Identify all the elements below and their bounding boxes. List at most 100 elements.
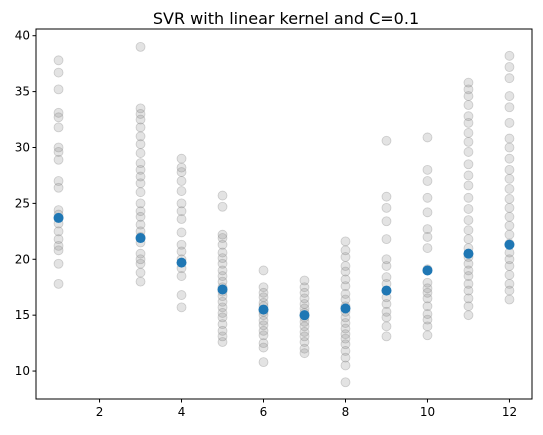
raw-data-point (299, 327, 310, 337)
raw-data-point (176, 153, 187, 164)
raw-data-point (176, 246, 187, 257)
raw-data-point (217, 233, 228, 243)
raw-data-point (53, 112, 64, 123)
raw-data-point (422, 314, 433, 325)
raw-data-point (504, 229, 515, 240)
raw-data-point (381, 321, 392, 332)
y-tick-label: 15 (15, 308, 30, 322)
raw-data-point (217, 325, 228, 336)
raw-data-point (422, 192, 433, 203)
raw-data-point (381, 272, 392, 283)
raw-data-point (258, 287, 269, 298)
predicted-data-point (422, 265, 433, 276)
raw-data-point (176, 290, 187, 300)
raw-data-point (258, 265, 269, 276)
predicted-data-layer (53, 212, 515, 321)
raw-data-point (381, 254, 392, 265)
raw-data-point (176, 198, 187, 209)
predicted-data-point (53, 212, 64, 223)
raw-data-point (504, 62, 515, 72)
raw-data-point (504, 294, 515, 305)
raw-data-point (463, 128, 474, 138)
raw-data-point (340, 289, 351, 299)
raw-data-point (504, 173, 515, 184)
predicted-data-point (217, 284, 228, 295)
chart-title: SVR with linear kernel and C=0.1 (153, 9, 419, 28)
raw-data-point (463, 147, 474, 157)
raw-data-point (53, 176, 64, 186)
raw-data-point (176, 227, 187, 238)
raw-data-point (217, 201, 228, 212)
raw-data-point (135, 164, 146, 175)
raw-data-point (135, 258, 146, 269)
raw-data-point (340, 281, 351, 291)
raw-data-point (135, 248, 146, 259)
raw-data-point (258, 282, 269, 293)
raw-data-point (381, 261, 392, 271)
raw-data-point (340, 352, 351, 363)
raw-data-point (135, 276, 146, 287)
y-tick-label: 20 (15, 252, 30, 266)
raw-data-point (504, 50, 515, 61)
raw-data-point (258, 325, 269, 336)
raw-data-point (463, 77, 474, 88)
raw-data-point (217, 319, 228, 330)
raw-data-point (340, 245, 351, 256)
raw-data-point (217, 331, 228, 342)
raw-data-point (135, 41, 146, 52)
raw-data-point (340, 252, 351, 262)
raw-data-point (217, 247, 228, 258)
y-tick-label: 40 (15, 29, 30, 43)
raw-data-point (381, 191, 392, 202)
raw-data-point (463, 234, 474, 245)
predicted-data-point (463, 248, 474, 259)
raw-data-point (422, 243, 433, 253)
raw-data-point (422, 207, 433, 218)
y-axis: 10 15 20 25 30 35 40 (15, 29, 36, 378)
raw-data-point (135, 206, 146, 217)
raw-data-point (217, 253, 228, 264)
raw-data-point (422, 132, 433, 143)
raw-data-point (504, 73, 515, 84)
raw-data-point (176, 186, 187, 196)
raw-data-point (217, 239, 228, 250)
raw-data-point (381, 331, 392, 342)
raw-data-point (381, 306, 392, 317)
raw-data-point (53, 234, 64, 245)
raw-data-point (258, 320, 269, 331)
x-tick-label: 8 (342, 405, 350, 419)
raw-data-point (463, 310, 474, 321)
raw-data-point (299, 299, 310, 309)
raw-data-point (463, 111, 474, 122)
raw-data-point (135, 131, 146, 142)
raw-data-point (504, 202, 515, 213)
raw-data-point (463, 100, 474, 110)
raw-data-point (463, 293, 474, 304)
x-tick-label: 2 (96, 405, 104, 419)
raw-data-point (381, 312, 392, 323)
predicted-data-point (381, 285, 392, 296)
predicted-data-point (258, 304, 269, 315)
raw-data-point (53, 245, 64, 256)
raw-data-point (135, 103, 146, 114)
raw-data-point (53, 226, 64, 237)
raw-data-point (340, 261, 351, 271)
raw-data-point (258, 357, 269, 368)
raw-data-point (53, 258, 64, 269)
raw-data-point (176, 162, 187, 173)
raw-data-point (463, 170, 474, 181)
y-tick-label: 35 (15, 85, 30, 99)
raw-data-point (504, 183, 515, 194)
raw-data-point (463, 159, 474, 170)
raw-data-point (217, 308, 228, 318)
raw-data-point (299, 287, 310, 298)
raw-data-point (176, 167, 187, 177)
raw-data-point (217, 312, 228, 323)
raw-data-point (463, 204, 474, 214)
y-tick-label: 25 (15, 196, 30, 210)
raw-data-point (381, 202, 392, 213)
raw-data-point (463, 117, 474, 128)
raw-data-point (504, 261, 515, 271)
predicted-data-point (176, 257, 187, 268)
raw-data-point (258, 338, 269, 349)
